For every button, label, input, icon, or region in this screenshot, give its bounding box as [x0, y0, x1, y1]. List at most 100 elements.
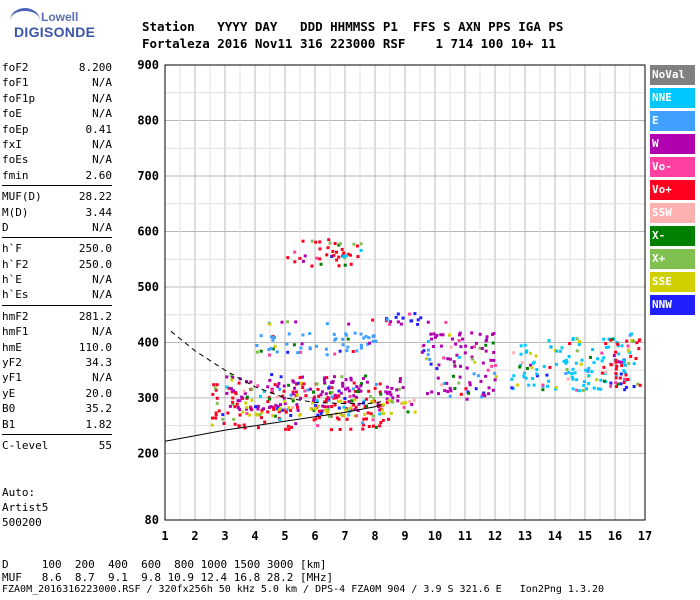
echo-point	[337, 394, 341, 398]
echo-point	[381, 403, 385, 407]
echo-point	[262, 407, 265, 411]
echo-point	[449, 345, 453, 349]
echo-point	[541, 383, 545, 387]
echo-point	[276, 407, 279, 411]
echo-point	[604, 345, 608, 349]
echo-point	[406, 410, 410, 414]
echo-point	[532, 383, 536, 387]
echo-point	[242, 389, 246, 393]
dashed-profile-curve	[170, 330, 382, 404]
echo-point	[312, 418, 316, 422]
auto-label: Auto:	[2, 486, 36, 499]
y-tick-label: 300	[137, 391, 159, 405]
echo-point	[369, 395, 372, 399]
echo-point	[375, 383, 378, 386]
param-label: foF1p	[2, 91, 36, 105]
echo-point	[317, 404, 321, 408]
echo-point	[337, 389, 341, 393]
echo-point	[309, 387, 313, 391]
x-tick-label: 7	[341, 529, 348, 543]
echo-point	[472, 372, 476, 376]
echo-point	[396, 394, 400, 398]
param-value: N/A	[92, 371, 112, 385]
echo-point	[271, 338, 275, 342]
param-value: 1.82	[85, 417, 113, 431]
echo-point	[583, 380, 586, 384]
legend-item-vo-: Vo-	[650, 157, 695, 177]
echo-point	[266, 410, 270, 414]
echo-point	[359, 343, 363, 347]
echo-point	[354, 395, 358, 399]
echo-point	[349, 408, 353, 412]
echo-point	[467, 391, 471, 395]
echo-point	[289, 393, 293, 397]
echo-point	[269, 335, 273, 339]
echo-point	[480, 395, 484, 399]
echo-point	[575, 388, 579, 392]
echo-point	[599, 387, 603, 391]
echo-point	[452, 360, 456, 364]
echo-point	[364, 334, 368, 338]
echo-point	[325, 399, 329, 402]
echo-point	[363, 412, 367, 416]
echo-point	[385, 400, 389, 404]
echo-point	[535, 368, 539, 371]
echo-point	[476, 374, 480, 378]
echo-point	[301, 333, 305, 337]
echo-point	[592, 361, 596, 365]
echo-point	[325, 353, 329, 357]
echo-point	[464, 344, 468, 348]
echo-point	[534, 354, 538, 358]
param-label: foEs	[2, 153, 29, 167]
echo-point	[298, 256, 302, 260]
echo-point	[273, 414, 277, 418]
echo-point	[519, 363, 523, 367]
echo-point	[291, 399, 295, 403]
echo-point	[571, 338, 575, 341]
echo-point	[324, 408, 328, 412]
param-value: 8.200	[78, 61, 112, 74]
echo-point	[328, 241, 332, 245]
echo-point	[268, 397, 272, 401]
echo-point	[308, 347, 312, 351]
echo-point	[397, 387, 401, 391]
echo-point	[273, 336, 276, 340]
echo-point	[345, 254, 348, 258]
echo-point	[215, 383, 219, 387]
echo-point	[461, 337, 465, 341]
echo-point	[350, 404, 354, 408]
echo-point	[337, 255, 341, 259]
echo-point	[323, 405, 327, 409]
echo-point	[335, 416, 339, 420]
echo-point	[345, 349, 349, 353]
echo-point	[587, 366, 591, 370]
param-label: yE	[2, 386, 16, 400]
y-tick-label: 200	[137, 446, 159, 460]
echo-point	[591, 348, 595, 351]
echo-point	[584, 368, 588, 372]
param-separator	[2, 304, 112, 306]
echo-point	[340, 247, 344, 251]
echo-point	[396, 312, 400, 316]
footer-muf-row: MUF 8.6 8.7 9.1 9.8 10.9 12.4 16.8 28.2 …	[2, 571, 334, 584]
echo-point	[272, 408, 276, 411]
echo-point	[493, 364, 497, 367]
echo-point	[619, 382, 623, 386]
echo-point	[257, 426, 260, 430]
echo-point	[226, 411, 230, 415]
param-row: foF1 N/A	[2, 75, 112, 90]
echo-point	[429, 362, 433, 366]
echo-point	[349, 427, 353, 431]
echo-point	[285, 408, 289, 412]
echo-point	[573, 371, 577, 375]
echo-point	[214, 413, 218, 417]
echo-point	[426, 353, 430, 357]
param-label: h`F2	[2, 257, 29, 271]
echo-point	[323, 381, 327, 385]
echo-point	[318, 247, 322, 251]
echo-point	[254, 405, 257, 409]
echo-point	[600, 359, 604, 363]
echo-point	[335, 258, 339, 262]
echo-point	[474, 387, 478, 391]
echo-point	[458, 333, 461, 337]
